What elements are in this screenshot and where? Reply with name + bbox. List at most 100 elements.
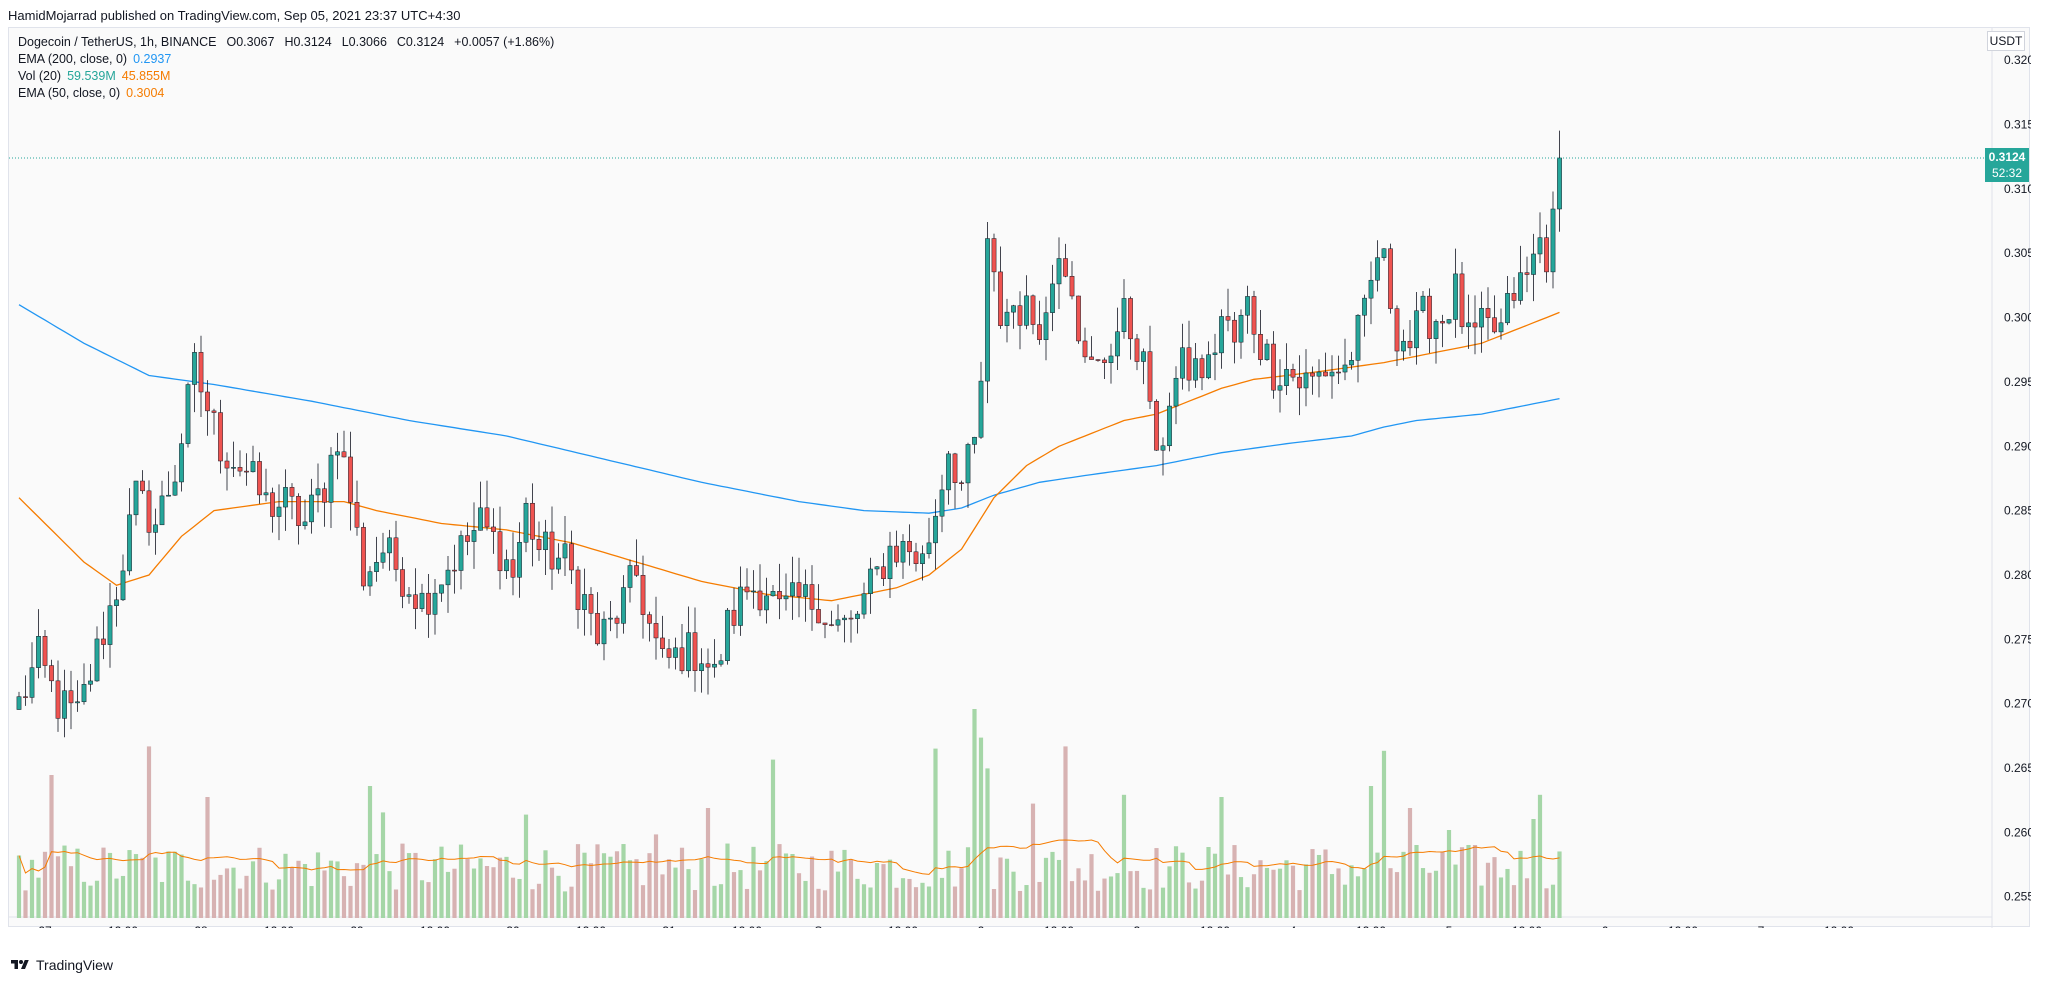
candle-down[interactable] <box>413 594 418 609</box>
candle-up[interactable] <box>185 384 191 444</box>
candle-down[interactable] <box>588 594 594 614</box>
candle-up[interactable] <box>1446 319 1452 324</box>
candle-down[interactable] <box>1089 356 1094 360</box>
candle-up[interactable] <box>523 502 529 543</box>
candle-down[interactable] <box>146 490 152 533</box>
candle-up[interactable] <box>1284 369 1289 386</box>
candle-up[interactable] <box>627 565 633 588</box>
candle-down[interactable] <box>653 623 659 639</box>
candle-down[interactable] <box>1388 248 1393 309</box>
candle-up[interactable] <box>1420 295 1426 311</box>
candle-up[interactable] <box>1024 295 1029 326</box>
candle-up[interactable] <box>1375 257 1380 281</box>
candle-down[interactable] <box>452 569 457 572</box>
candle-up[interactable] <box>939 489 945 517</box>
candle-up[interactable] <box>335 451 340 456</box>
candle-up[interactable] <box>1453 273 1458 320</box>
candle-down[interactable] <box>1017 305 1023 326</box>
candle-down[interactable] <box>666 648 672 658</box>
candle-down[interactable] <box>1492 317 1497 333</box>
candle-up[interactable] <box>608 617 613 620</box>
candle-up[interactable] <box>315 488 321 496</box>
candle-up[interactable] <box>374 562 379 572</box>
candle-up[interactable] <box>1264 343 1270 360</box>
candle-down[interactable] <box>634 565 639 576</box>
candle-down[interactable] <box>679 647 685 672</box>
candle-down[interactable] <box>959 482 964 484</box>
candle-down[interactable] <box>744 586 750 593</box>
candle-down[interactable] <box>1472 322 1478 328</box>
candle-down[interactable] <box>198 352 204 393</box>
candle-up[interactable] <box>1349 360 1354 366</box>
candle-up[interactable] <box>1043 312 1049 340</box>
candle-down[interactable] <box>289 487 295 497</box>
candle-up[interactable] <box>458 535 464 571</box>
candle-down[interactable] <box>497 531 503 572</box>
candle-up[interactable] <box>309 494 314 523</box>
candle-down[interactable] <box>341 451 347 458</box>
candle-up[interactable] <box>283 487 288 508</box>
candle-up[interactable] <box>1011 305 1016 313</box>
candle-up[interactable] <box>887 545 893 579</box>
candle-down[interactable] <box>705 663 711 668</box>
candle-up[interactable] <box>471 530 477 542</box>
candle-up[interactable] <box>686 632 691 672</box>
candle-down[interactable] <box>1095 359 1101 361</box>
candle-down[interactable] <box>491 526 496 532</box>
candle-up[interactable] <box>1050 283 1055 313</box>
candle-down[interactable] <box>205 391 210 412</box>
candle-up[interactable] <box>861 593 867 615</box>
candle-down[interactable] <box>510 559 516 578</box>
candle-down[interactable] <box>829 624 834 626</box>
candle-down[interactable] <box>822 622 828 625</box>
candle-down[interactable] <box>1544 237 1549 273</box>
candle-down[interactable] <box>1485 308 1491 318</box>
candle-up[interactable] <box>127 514 132 572</box>
candle-down[interactable] <box>1427 295 1432 339</box>
candle-up[interactable] <box>62 690 67 719</box>
candle-down[interactable] <box>894 545 899 563</box>
candle-up[interactable] <box>172 481 178 496</box>
candle-down[interactable] <box>1251 296 1257 335</box>
candle-down[interactable] <box>237 467 243 472</box>
candle-up[interactable] <box>790 582 795 597</box>
candle-up[interactable] <box>1004 311 1010 326</box>
candle-down[interactable] <box>55 680 61 719</box>
candle-up[interactable] <box>367 571 373 587</box>
candle-down[interactable] <box>244 470 249 473</box>
candle-down[interactable] <box>1323 371 1328 377</box>
candle-down[interactable] <box>1297 376 1302 389</box>
candle-up[interactable] <box>601 618 607 645</box>
candle-up[interactable] <box>1498 322 1504 333</box>
candle-up[interactable] <box>673 647 678 658</box>
candle-down[interactable] <box>361 527 366 587</box>
candle-up[interactable] <box>1167 405 1172 447</box>
candle-down[interactable] <box>1459 273 1465 328</box>
candle-up[interactable] <box>1212 352 1218 355</box>
candle-down[interactable] <box>907 541 912 553</box>
candle-down[interactable] <box>757 590 763 611</box>
candle-down[interactable] <box>42 636 48 666</box>
candle-down[interactable] <box>595 613 600 645</box>
candle-down[interactable] <box>101 638 106 645</box>
candle-up[interactable] <box>1368 279 1374 299</box>
candle-down[interactable] <box>68 690 74 704</box>
candle-down[interactable] <box>1258 334 1263 360</box>
candle-up[interactable] <box>783 595 789 600</box>
candle-up[interactable] <box>1550 208 1556 273</box>
candle-up[interactable] <box>36 636 41 668</box>
candle-down[interactable] <box>1147 351 1153 402</box>
candle-up[interactable] <box>868 568 873 594</box>
candle-up[interactable] <box>1238 314 1244 343</box>
candle-up[interactable] <box>920 553 925 564</box>
candle-up[interactable] <box>153 524 158 533</box>
candle-up[interactable] <box>751 590 756 593</box>
candle-up[interactable] <box>432 592 438 615</box>
candle-up[interactable] <box>543 531 548 551</box>
candle-up[interactable] <box>738 586 743 626</box>
candle-up[interactable] <box>179 443 184 483</box>
candle-down[interactable] <box>575 569 581 610</box>
candle-up[interactable] <box>1303 372 1309 389</box>
candle-down[interactable] <box>660 637 665 649</box>
